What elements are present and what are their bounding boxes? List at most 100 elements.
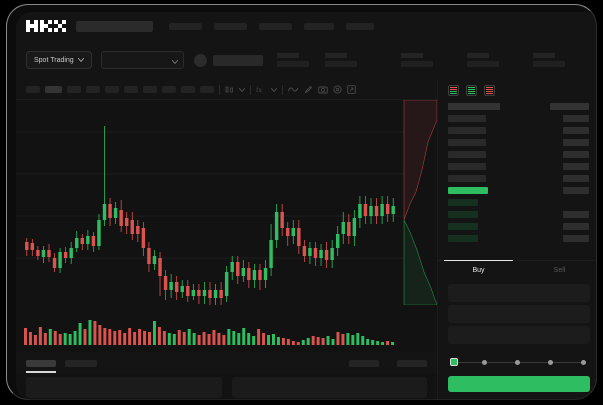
tab-open-orders[interactable] <box>26 359 56 373</box>
nav-item-markets[interactable] <box>169 22 202 30</box>
tab-buy-label: Buy <box>472 267 485 274</box>
orderbook-bid-row[interactable] <box>448 199 589 206</box>
timeframe-chip[interactable] <box>124 86 138 93</box>
amount-field[interactable] <box>448 305 590 323</box>
total-field[interactable] <box>448 326 590 344</box>
candles-type-icon[interactable] <box>225 85 234 94</box>
pair-selector-dropdown[interactable] <box>100 51 184 69</box>
stat-value <box>532 61 565 67</box>
slider-node-0[interactable] <box>450 358 458 366</box>
orderbook-ask-row[interactable] <box>448 127 589 134</box>
stat-label <box>324 53 347 58</box>
spot-trading-dropdown[interactable]: Spot Trading <box>26 51 92 69</box>
nav-item-more[interactable] <box>346 22 374 30</box>
timeframe-chip[interactable] <box>143 86 157 93</box>
camera-icon[interactable] <box>318 85 328 94</box>
toolbar-divider <box>282 84 283 95</box>
chevron-down-icon <box>171 51 179 69</box>
tab-tools[interactable] <box>397 359 427 367</box>
toolbar-divider <box>219 84 220 95</box>
candlestick-canvas <box>16 100 437 305</box>
slider-node-100[interactable] <box>581 359 586 365</box>
slider-node-50[interactable] <box>515 359 520 365</box>
orderbook-mark-price-row <box>448 187 589 194</box>
timeframe-chip[interactable] <box>200 86 214 93</box>
stat-last-price <box>276 53 309 67</box>
orderbook-bid-row[interactable] <box>448 223 589 230</box>
stat-change-24h <box>324 53 357 67</box>
timeframe-chip[interactable] <box>105 86 119 93</box>
okx-logo[interactable] <box>26 20 66 32</box>
submit-buy-button[interactable] <box>448 376 590 392</box>
volume-chart <box>16 305 437 352</box>
stat-high-24h <box>400 53 433 67</box>
search-input[interactable] <box>76 20 153 32</box>
slider-node-75[interactable] <box>548 359 553 365</box>
orderbook-layout-bids-icon[interactable] <box>466 85 477 96</box>
stat-label <box>532 53 555 58</box>
nav-item-trade[interactable] <box>214 22 247 30</box>
chevron-down-icon <box>77 57 85 64</box>
orderbook-ask-row[interactable] <box>448 151 589 158</box>
stat-volume-24h <box>532 53 565 67</box>
chevron-down-icon[interactable] <box>239 87 245 92</box>
orderbook-header-row <box>448 103 589 110</box>
slider-node-25[interactable] <box>482 359 487 365</box>
order-form-fields <box>448 284 590 347</box>
orderbook-layout-switcher <box>438 80 597 101</box>
orderbook-layout-asks-icon[interactable] <box>484 85 495 96</box>
stat-value <box>466 61 499 67</box>
tab-sell-label: Sell <box>553 267 566 274</box>
bottom-panel-left[interactable] <box>26 377 222 398</box>
amount-percent-slider[interactable] <box>450 358 588 368</box>
device-bezel: Spot Trading <box>6 4 597 400</box>
timeframe-chip[interactable] <box>26 86 40 93</box>
stat-value <box>400 61 433 67</box>
stat-value <box>276 61 309 67</box>
timeframe-chip[interactable] <box>67 86 81 93</box>
top-navigation-bar <box>16 12 597 40</box>
price-chart[interactable] <box>16 100 437 305</box>
pencil-icon[interactable] <box>304 85 313 94</box>
line-chart-icon[interactable] <box>288 86 299 93</box>
tab-assets[interactable] <box>349 359 379 367</box>
nav-item-earn[interactable] <box>304 22 334 30</box>
tab-buy[interactable]: Buy <box>438 260 519 280</box>
settings-icon[interactable] <box>333 85 342 94</box>
orderbook-ask-row[interactable] <box>448 175 589 182</box>
tab-sell[interactable]: Sell <box>519 261 597 280</box>
bottom-panels <box>16 374 437 400</box>
timeframe-chip[interactable] <box>86 86 100 93</box>
orderbook-bid-row[interactable] <box>448 235 589 242</box>
orderbook-rows <box>438 101 597 242</box>
svg-text:fx: fx <box>256 86 262 94</box>
timeframe-chip[interactable] <box>181 86 195 93</box>
nav-item-derivatives[interactable] <box>259 22 292 30</box>
chart-toolbar: fx <box>16 80 437 100</box>
bottom-panel-right[interactable] <box>231 377 427 398</box>
stat-label <box>276 53 299 58</box>
tab-order-history[interactable] <box>65 359 97 367</box>
orderbook-bid-row[interactable] <box>448 211 589 218</box>
price-field[interactable] <box>448 284 590 302</box>
orderbook-ask-row[interactable] <box>448 139 589 146</box>
orderbook-ask-row[interactable] <box>448 163 589 170</box>
stat-low-24h <box>466 53 499 67</box>
stat-value <box>324 61 357 67</box>
orderbook-trade-panel: Buy Sell <box>437 80 597 400</box>
fullscreen-icon[interactable] <box>347 85 356 94</box>
orders-tab-bar <box>16 352 437 374</box>
volume-canvas <box>24 320 395 345</box>
chevron-down-icon[interactable] <box>271 87 277 92</box>
pair-header-bar: Spot Trading <box>16 40 597 80</box>
toolbar-divider <box>250 84 251 95</box>
orderbook-layout-both-icon[interactable] <box>448 85 459 96</box>
timeframe-chip[interactable] <box>162 86 176 93</box>
timeframe-chip-active[interactable] <box>45 86 62 93</box>
indicators-icon[interactable]: fx <box>256 85 266 94</box>
stat-label <box>466 53 489 58</box>
stat-label <box>400 53 423 58</box>
orderbook-ask-row[interactable] <box>448 115 589 122</box>
pair-name-label <box>212 54 263 66</box>
